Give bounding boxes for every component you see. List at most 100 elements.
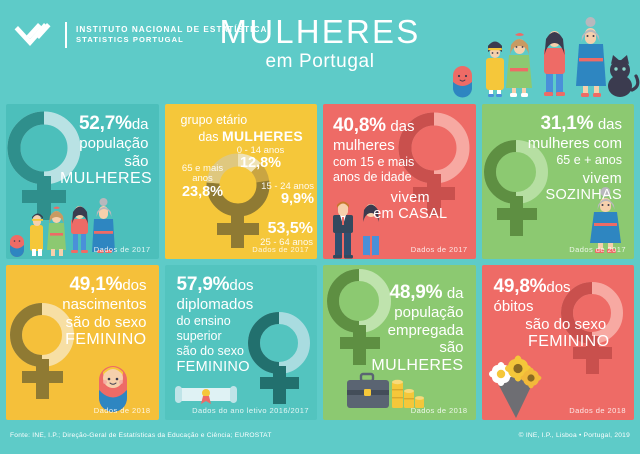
briefcase-and-coins-illustration [347,372,424,408]
stat-text-1: dos [122,277,147,294]
ine-chevrons-logo-icon [14,23,51,46]
stat-text-3: empregada [387,321,464,339]
logo-divider [65,22,67,48]
stat-emphasis-1: vivem [390,189,430,206]
stat-emphasis: FEMININO [176,358,250,375]
card-obitos[interactable]: 49,8%dos óbitos são do sexo FEMININO Dad… [481,265,634,420]
stat-text-3: são do sexo [525,315,607,333]
page-header: INSTITUTO NACIONAL DE ESTATÍSTICA STATIS… [0,0,640,98]
stat-emphasis: FEMININO [65,331,147,349]
elderly-woman-figure [576,17,606,97]
flower-bouquet-illustration [488,355,541,418]
age-group-15-24-label: 15 - 24 anos 9,9% [226,181,314,208]
stat-text-2: mulheres com [527,135,622,152]
card-emprego[interactable]: 48,9% da população empregada são MULHERE… [323,265,476,420]
donut-chart-female-symbol-icon [206,153,269,248]
stat-text-2: população [79,135,149,152]
header-women-illustration [453,17,640,98]
female-symbol-icon [561,282,623,374]
girl-yellow-figure [486,41,504,97]
ine-logo: INSTITUTO NACIONAL DE ESTATÍSTICA STATIS… [14,20,267,50]
female-symbol-icon [248,312,310,404]
stat-emphasis: MULHERES [371,356,464,374]
card-obitos-headline: 49,8%dos [494,276,625,298]
age-group-25-64-label: 53,5% 25 - 64 anos [213,220,313,248]
female-symbol-icon [10,303,74,399]
girl-green-figure [506,33,532,97]
age-value-15-24: 9,9% [280,191,314,208]
card-stamp: Dados de 2018 [93,406,151,415]
stat-emphasis-1: vivem [582,170,622,187]
stat-text-3: são do sexo [65,313,147,331]
stat-text-2: óbitos [493,298,534,315]
stat-text-4: anos de idade [333,169,412,184]
stat-text-3: com 15 e mais [333,154,415,169]
card-stamp: Dados do ano letivo 2016/2017 [192,406,309,415]
stat-emphasis-2: SOZINHAS [545,186,622,203]
stat-percent: 40,8% [333,115,386,136]
stat-text-1: da [131,116,149,133]
age-label-65-line1: 65 e mais anos [181,163,224,185]
female-symbol-icon [327,269,391,365]
card-populacao[interactable]: 52,7%da população são MULHERES Dados de … [6,104,159,259]
stat-text-3: 65 e + anos [556,152,622,167]
card-stamp: Dados de 2017 [569,245,626,254]
card-stamp: Dados de 2017 [93,245,151,254]
stat-percent: 57,9% [176,274,230,295]
elderly-woman-illustration [590,187,621,253]
female-symbol-icon [398,112,469,216]
logo-text: INSTITUTO NACIONAL DE ESTATÍSTICA STATIS… [76,25,267,46]
card-populacao-headline: 52,7%da [60,113,149,135]
age-title-emphasis: MULHERES [222,128,303,145]
stat-text-2: nascimentos [62,296,147,313]
man-figure [333,201,353,259]
stat-text-1: das [390,118,415,135]
card-grupo-etario[interactable]: grupo etário das MULHERES [164,104,317,259]
card-diplomados-headline: 57,9%dos [177,274,308,296]
card-casal[interactable]: 40,8% das mulheres com 15 e mais anos de… [323,104,476,259]
logo-line-pt: INSTITUTO NACIONAL DE ESTATÍSTICA [76,24,268,34]
card-sozinhas-headline: 31,1% das [492,113,622,135]
swaddled-baby-illustration [98,366,127,412]
stat-emphasis-2: em CASAL [373,205,448,222]
age-group-0-14-label: 0 - 14 anos 12,8% [215,145,307,172]
couple-illustration [333,201,381,259]
age-label-15-24: 15 - 24 anos [261,181,314,192]
stat-percent: 52,7% [78,113,132,134]
stat-text-3: do ensino [176,313,231,328]
card-nascimentos-headline: 49,1%dos [16,274,147,296]
stat-text-5: são do sexo [176,343,244,358]
stat-percent: 49,8% [493,276,547,297]
stat-text-4: são [439,339,464,357]
stat-text-1: dos [546,279,571,296]
footer-source: Fonte: INE, I.P.; Direção-Geral de Estat… [10,432,272,439]
stat-text-3: são [124,152,149,170]
stats-card-grid: 52,7%da população são MULHERES Dados de … [6,104,634,420]
sunflower-yellow-2 [520,367,541,389]
female-symbol-icon [7,111,81,220]
age-value-65: 23,8% [181,183,224,200]
card-nascimentos[interactable]: 49,1%dos nascimentos são do sexo FEMININ… [6,265,159,420]
stat-text-1: das [597,116,622,133]
age-value-0-14: 12,8% [239,155,282,172]
card-diplomados[interactable]: 57,9%dos diplomados do ensino superior s… [164,265,317,420]
card-stamp: Dados de 2017 [252,245,309,254]
page-footer: Fonte: INE, I.P.; Direção-Geral de Estat… [0,420,640,454]
card-stamp: Dados de 2018 [569,406,626,415]
stat-text-2: mulheres [333,137,395,154]
card-emprego-headline: 48,9% da [333,282,463,304]
stat-text-2: diplomados [176,296,254,313]
cat-figure [608,55,640,97]
card-stamp: Dados de 2018 [410,406,468,415]
age-group-65-label: 65 e mais anos 23,8% [171,163,235,201]
card-sozinhas[interactable]: 31,1% das mulheres com 65 e + anos vivem… [481,104,634,259]
age-label-25-64: 25 - 64 anos [260,236,313,248]
card-grupo-etario-title: grupo etário das MULHERES [181,113,308,146]
stat-text-2: população [394,304,464,321]
stat-percent: 31,1% [540,113,594,134]
card-stamp: Dados de 2017 [410,245,468,254]
logo-line-en: STATISTICS PORTUGAL [76,35,184,45]
stat-percent: 49,1% [69,274,123,295]
stat-emphasis: FEMININO [528,333,610,351]
